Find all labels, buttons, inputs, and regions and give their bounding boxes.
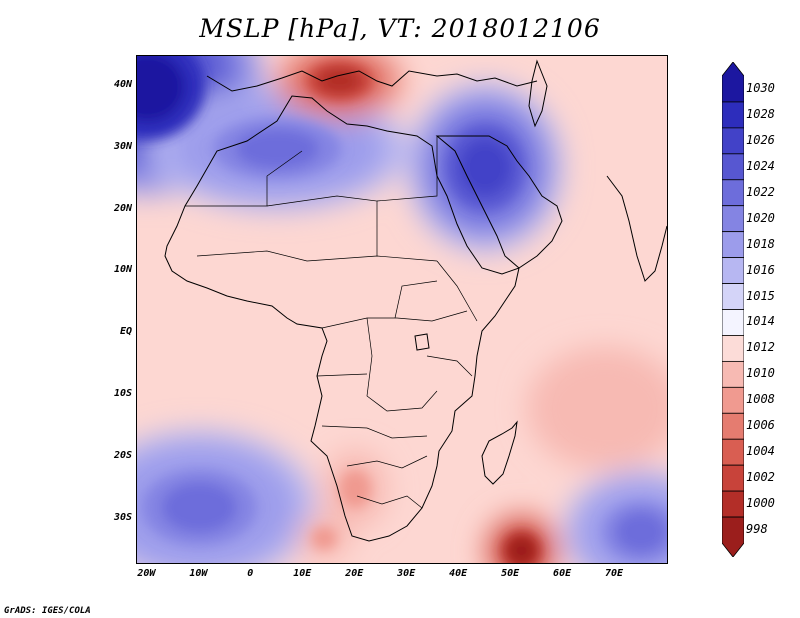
lon-label: 0 (247, 568, 254, 579)
colorbar-swatch (722, 386, 744, 414)
lon-label: 30E (397, 568, 416, 579)
lon-label: 20W (137, 568, 156, 579)
colorbar-swatch (722, 412, 744, 440)
colorbar-swatch (722, 309, 744, 336)
border-line (321, 425, 428, 439)
border-line (266, 195, 378, 256)
colorbar-swatch (722, 62, 744, 103)
colorbar-swatch (722, 153, 744, 181)
pressure-contour-low-kalahari (344, 476, 366, 502)
colorbar-level-label: 1000 (746, 496, 775, 511)
pressure-contour-high-south-indian (616, 512, 666, 552)
colorbar-swatch (722, 335, 744, 362)
colorbar-swatch (722, 490, 744, 518)
colorbar-swatch (722, 205, 744, 233)
lat-label: EQ (119, 326, 132, 338)
lat-label: 30S (113, 511, 132, 523)
colorbar-swatch (722, 179, 744, 207)
lon-label: 50E (501, 568, 520, 579)
lat-label: 30N (113, 140, 132, 152)
caspian-coastline (528, 59, 548, 128)
pressure-contour-low-southern-indian (509, 538, 534, 563)
border-line (185, 150, 303, 207)
colorbar-level-label: 1028 (746, 106, 775, 121)
border-line (394, 280, 438, 319)
lat-label: 10N (113, 264, 132, 276)
coastline-layer (164, 59, 667, 542)
colorbar-level-label: 1024 (746, 158, 775, 173)
colorbar-swatch (722, 438, 744, 466)
colorbar (722, 62, 744, 557)
madagascar-coastline (481, 420, 518, 485)
colorbar-level-label: 1015 (746, 288, 775, 303)
colorbar-level-label: 1014 (746, 314, 775, 329)
colorbar-swatch (722, 127, 744, 155)
arabia-coastline (435, 135, 563, 269)
lat-label: 10S (113, 388, 132, 400)
border-line (426, 355, 473, 377)
colorbar-swatch (722, 101, 744, 129)
pressure-core-layer (137, 56, 667, 563)
lat-label: 40N (113, 78, 132, 90)
lake-victoria (414, 333, 430, 351)
colorbar-swatch (722, 257, 744, 284)
africa-coastline (164, 95, 520, 542)
pressure-map (137, 56, 667, 563)
country-border-layer (185, 136, 478, 509)
border-line (376, 136, 438, 202)
colorbar-level-label: 1010 (746, 366, 775, 381)
colorbar-level-label: 1008 (746, 392, 775, 407)
colorbar-swatch (722, 464, 744, 492)
colorbar-level-label: 1026 (746, 132, 775, 147)
pressure-contour-high-atlantic-azores (137, 56, 185, 122)
europe-coastline (206, 70, 538, 92)
lon-label: 70E (605, 568, 624, 579)
colorbar-level-label: 1022 (746, 184, 775, 199)
colorbar-swatch (722, 516, 744, 557)
colorbar-swatch (722, 231, 744, 259)
colorbar-level-label: 1002 (746, 470, 775, 485)
map-panel (136, 55, 668, 564)
colorbar-level-label: 1004 (746, 444, 775, 459)
border-line (436, 260, 478, 322)
pressure-contour-low-south-africa-west (315, 530, 333, 546)
border-line (366, 317, 438, 412)
lon-label: 20E (345, 568, 364, 579)
india-coastline (606, 175, 667, 282)
colorbar-level-label: 1006 (746, 418, 775, 433)
colorbar-swatch (722, 283, 744, 310)
colorbar-level-label: 1018 (746, 236, 775, 251)
colorbar-level-label: 1016 (746, 262, 775, 277)
lon-label: 60E (553, 568, 572, 579)
border-line (316, 373, 368, 377)
colorbar-level-label: 1020 (746, 210, 775, 225)
border-line (356, 495, 423, 509)
border-line (321, 310, 468, 329)
map-title: MSLP [hPa], VT: 2018012106 (199, 14, 601, 43)
pressure-contour-high-south-atlantic (161, 482, 237, 533)
lon-label: 40E (449, 568, 468, 579)
grads-credit: GrADS: IGES/COLA (4, 606, 91, 616)
colorbar-level-label: 1012 (746, 340, 775, 355)
pressure-contour-high-arabia (460, 140, 511, 195)
pressure-contour-high-sahara (235, 128, 319, 169)
colorbar-level-label: 998 (746, 522, 768, 537)
border-line (196, 250, 438, 262)
lon-label: 10E (293, 568, 312, 579)
pressure-contour-low-indian-ocean (579, 388, 630, 429)
lon-label: 10W (189, 568, 208, 579)
colorbar-level-label: 1030 (746, 80, 775, 95)
lat-label: 20N (113, 202, 132, 214)
lat-label: 20S (113, 449, 132, 461)
colorbar-swatch (722, 360, 744, 388)
border-line (346, 455, 428, 469)
pressure-contour-low-mediterranean (318, 68, 361, 94)
